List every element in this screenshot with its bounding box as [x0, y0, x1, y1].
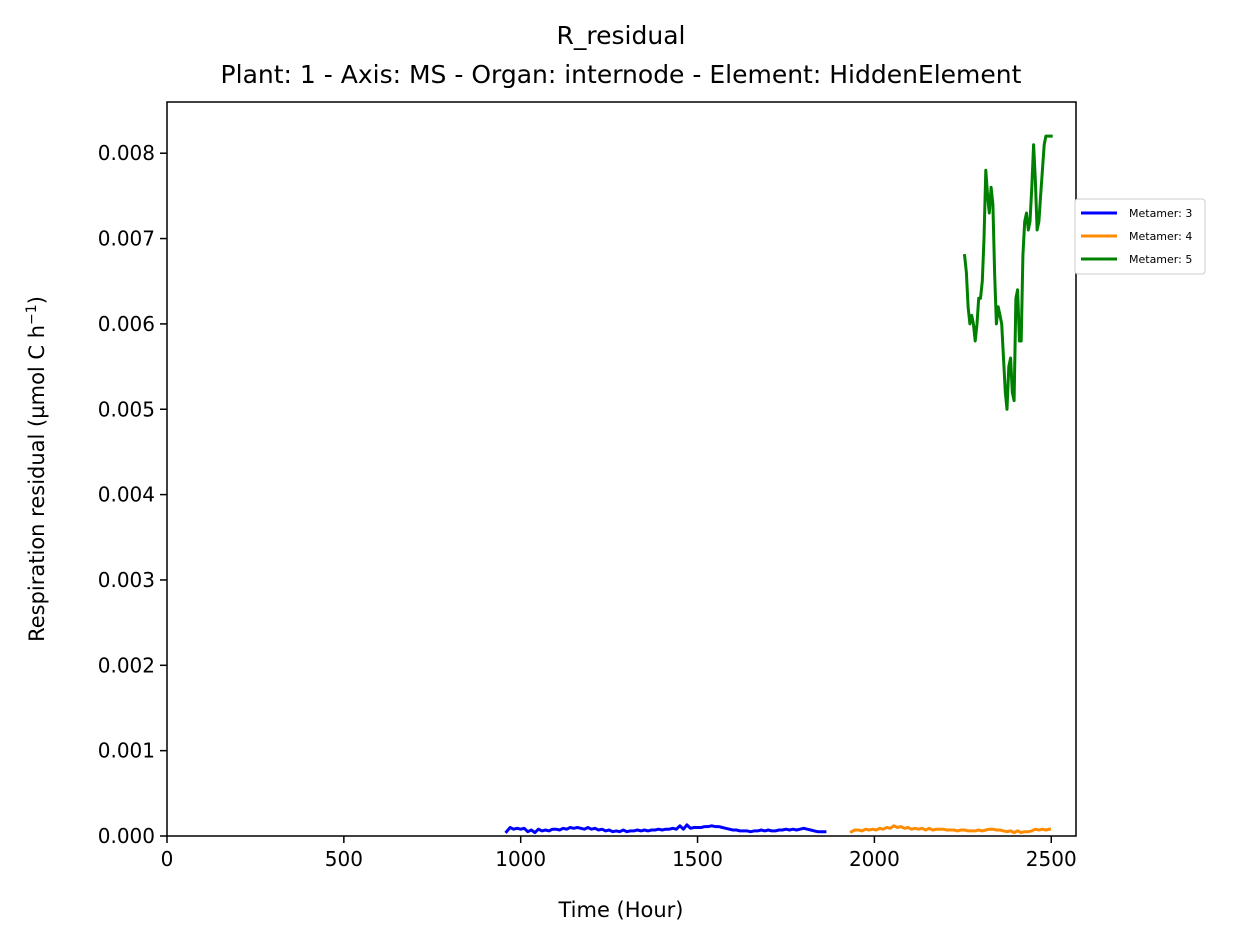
series-line-3: [962, 134, 1053, 411]
legend-frame: [1074, 198, 1206, 275]
y-axis-label-superscript: −1: [24, 304, 40, 325]
x-tick-label: 500: [325, 847, 363, 871]
x-tick-label: 2500: [1026, 847, 1077, 871]
y-axis-label-main: Respiration residual (µmol C h: [25, 325, 49, 642]
y-ticks: 0.000 0.001 0.002 0.003 0.004 0.005 0.006 0.007…: [98, 141, 167, 848]
x-tick-label: 1000: [495, 847, 546, 871]
legend-label-1: Metamer: 3: [1129, 207, 1192, 220]
series-line-1: [504, 823, 827, 835]
x-ticks: 0 500 1000 1500 2000 2500: [161, 836, 1077, 871]
x-axis-label: Time (Hour): [557, 898, 683, 922]
series-line-2: [849, 824, 1052, 835]
y-tick-label: 0.008: [98, 141, 155, 165]
y-tick-label: 0.007: [98, 227, 155, 251]
series-group: [504, 134, 1053, 835]
y-tick-label: 0.000: [98, 824, 155, 848]
y-axis-label: Respiration residual (µmol C h−1): [24, 296, 49, 642]
legend-label-2: Metamer: 4: [1129, 230, 1192, 243]
x-tick-label: 1500: [672, 847, 723, 871]
y-tick-label: 0.006: [98, 312, 155, 336]
legend-label-3: Metamer: 5: [1129, 253, 1192, 266]
x-tick-label: 2000: [849, 847, 900, 871]
y-tick-label: 0.002: [98, 653, 155, 677]
y-tick-label: 0.004: [98, 483, 155, 507]
y-tick-label: 0.003: [98, 568, 155, 592]
y-tick-label: 0.005: [98, 397, 155, 421]
legend: Metamer: 3 Metamer: 4 Metamer: 5: [1074, 198, 1206, 275]
legend-items: Metamer: 3 Metamer: 4 Metamer: 5: [1081, 207, 1192, 266]
chart-title: R_residual: [557, 21, 686, 50]
y-tick-label: 0.001: [98, 739, 155, 763]
plot-frame: [166, 101, 1077, 837]
y-axis-label-end: ): [25, 296, 49, 304]
chart-subtitle: Plant: 1 - Axis: MS - Organ: internode -…: [221, 60, 1022, 89]
x-tick-label: 0: [161, 847, 174, 871]
